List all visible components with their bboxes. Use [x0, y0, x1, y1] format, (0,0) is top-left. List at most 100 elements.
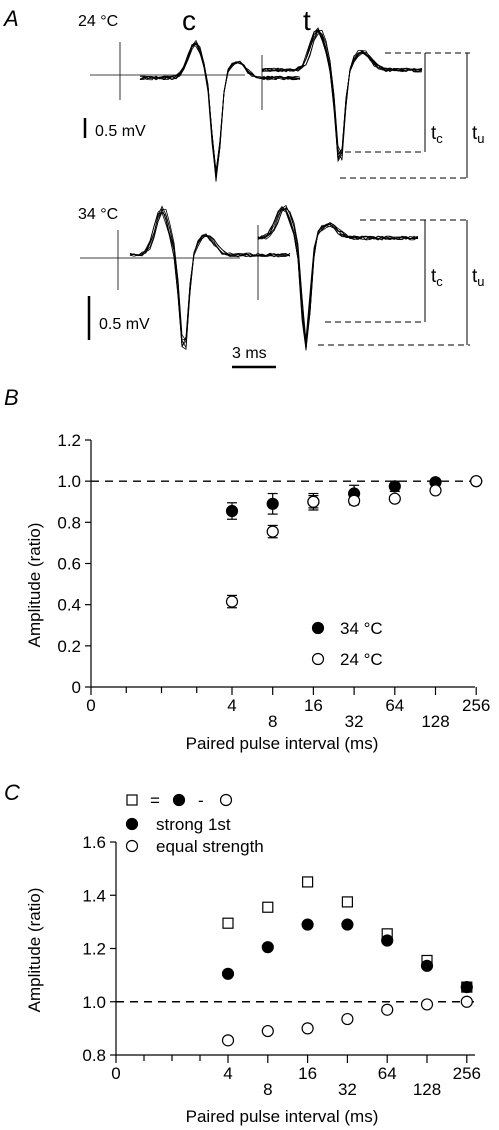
data-point-circle: [301, 918, 314, 931]
data-point-circle: [307, 495, 320, 508]
x-tick-label: 128: [413, 1080, 441, 1099]
data-point-circle: [125, 839, 139, 853]
x-tick-label: 64: [385, 696, 404, 715]
data-point-circle: [266, 525, 279, 538]
data-point-square: [302, 876, 314, 888]
x-tick-label: 16: [298, 1064, 317, 1083]
y-tick-label: 0.8: [82, 1046, 106, 1065]
data-point-circle: [225, 595, 239, 608]
x-tick-label: 4: [227, 696, 236, 715]
data-point-square: [341, 896, 353, 908]
trace-line: [139, 43, 301, 172]
data-point-circle: [219, 793, 233, 807]
data-point-circle: [460, 981, 473, 994]
voltage-scale-label-bottom: 0.5 mV: [99, 316, 150, 333]
y-tick-label: 1.0: [57, 472, 81, 491]
y-tick-label: 0.2: [57, 637, 81, 656]
label-c: c: [182, 5, 196, 36]
series-open-circle: [221, 995, 473, 1047]
trace-line: [140, 39, 301, 182]
panel-b-label: B: [4, 385, 19, 410]
traces-34c: [80, 204, 419, 351]
temp-label-34: 34 °C: [78, 206, 118, 223]
amplitude-guides-bottom: [318, 219, 470, 346]
tu-label-top: tu: [472, 123, 485, 146]
traces-24c: [90, 27, 423, 182]
chart-b: 0 0.2 0.4 0.6 0.8 1.0 1.2 0 4 8 16 32 64 128 256 34 °C 2…: [57, 431, 490, 731]
data-point-circle: [172, 793, 186, 807]
data-point-circle: [429, 484, 442, 497]
label-t: t: [303, 5, 311, 36]
data-point-circle: [266, 497, 279, 510]
data-point-square: [126, 794, 138, 806]
data-point-circle: [301, 1022, 314, 1035]
data-point-circle: [125, 817, 139, 831]
chart-c: 0.8 1.0 1.2 1.4 1.6 0 4 8 16 32 64 128 256 = - strong 1…: [82, 791, 481, 1099]
y-tick-label: 0.6: [57, 555, 81, 574]
data-point-circle: [470, 475, 483, 488]
data-point-circle: [221, 1034, 235, 1047]
data-point-circle: [381, 934, 394, 947]
legend-minus: -: [198, 791, 204, 810]
y-tick-label: 0.8: [57, 513, 81, 532]
trace-line: [261, 31, 423, 161]
y-tick-label: 1.2: [57, 431, 81, 450]
panel-a: A 24 °C c t 0.5 mV tc tu 34 °C 0.5 mV 3 …: [2, 5, 485, 369]
data-point-circle: [420, 959, 434, 972]
data-point-circle: [261, 1024, 274, 1038]
data-point-circle: [341, 918, 354, 931]
legend-equals: =: [150, 791, 160, 810]
panel-a-label: A: [2, 6, 19, 31]
y-tick-label: 0.4: [57, 596, 81, 615]
data-point-circle: [460, 995, 473, 1008]
trace-line: [140, 42, 301, 173]
temp-label-24: 24 °C: [78, 13, 118, 30]
trace-line: [139, 42, 301, 179]
data-point-circle: [221, 967, 235, 980]
x-tick-label: 8: [268, 712, 277, 731]
trace-line: [257, 206, 419, 351]
y-tick-label: 0: [72, 678, 81, 697]
legend-label: equal strength: [156, 837, 264, 856]
x-tick-label: 0: [86, 696, 95, 715]
trace-line: [139, 42, 301, 172]
trace-line: [261, 29, 423, 157]
data-point-circle: [388, 492, 401, 505]
x-tick-label: 32: [345, 712, 364, 731]
data-point-circle: [225, 504, 239, 518]
trace-line: [261, 29, 423, 161]
x-tick-label: 64: [378, 1064, 397, 1083]
legend-label: 34 °C: [340, 619, 383, 638]
chart-b-ylabel: Amplitude (ratio): [25, 523, 44, 648]
y-tick-label: 1.4: [82, 886, 106, 905]
data-point-circle: [348, 494, 361, 507]
y-tick-label: 1.0: [82, 993, 106, 1012]
time-scale-label: 3 ms: [232, 345, 267, 362]
data-point-circle: [381, 1003, 394, 1016]
x-tick-label: 16: [304, 696, 323, 715]
legend-label: strong 1st: [156, 815, 231, 834]
trace-line: [129, 208, 291, 348]
y-tick-label: 1.6: [82, 833, 106, 852]
x-tick-label: 32: [338, 1080, 357, 1099]
data-point-circle: [341, 1012, 354, 1026]
data-point-circle: [311, 652, 325, 666]
trace-line: [261, 29, 423, 161]
data-point-circle: [388, 480, 401, 493]
panel-b: B 0 0.2 0.4 0.6 0.8 1.0 1.2 0 4 8 16 32 64 128 256 34 °…: [4, 385, 490, 753]
data-point-square: [262, 901, 274, 913]
x-tick-label: 128: [421, 712, 449, 731]
amplitude-guides-top: [340, 52, 470, 179]
trace-line: [139, 44, 301, 173]
x-tick-label: 256: [453, 1064, 481, 1083]
trace-line: [257, 206, 419, 348]
data-point-square: [222, 917, 234, 929]
trace-line: [261, 27, 423, 163]
trace-line: [257, 204, 419, 351]
trace-line: [129, 208, 291, 341]
series-open-square: [222, 876, 473, 993]
x-tick-label: 0: [111, 1064, 120, 1083]
data-point-circle: [311, 621, 325, 635]
tc-label-bottom: tc: [431, 266, 443, 289]
trace-line: [129, 209, 291, 349]
